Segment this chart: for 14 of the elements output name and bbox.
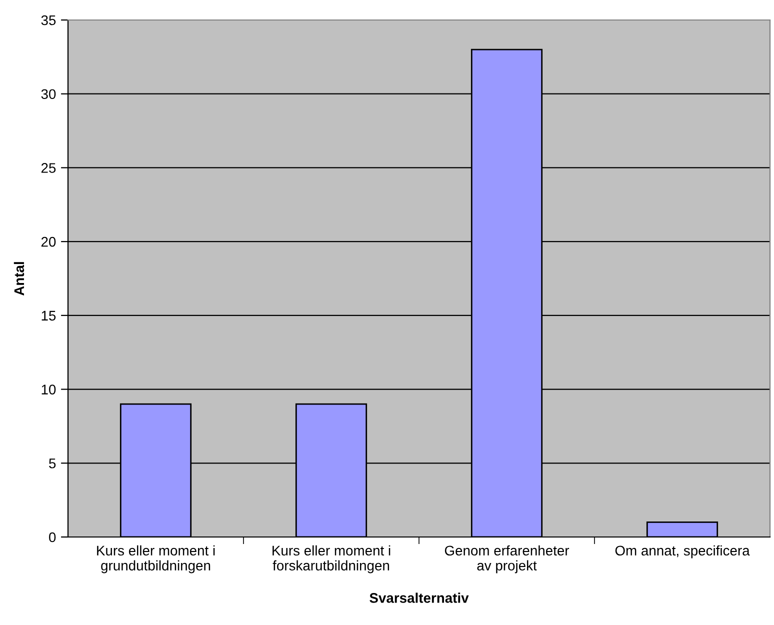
x-tick-label: Om annat, specificera <box>615 545 750 558</box>
x-tick-label: Kurs eller moment i forskarutbildningen <box>272 545 390 574</box>
y-tick-label: 15 <box>42 310 56 321</box>
y-tick-label: 0 <box>49 532 56 542</box>
y-tick-label: 30 <box>41 89 56 100</box>
y-tick-label: 35 <box>41 15 56 26</box>
y-tick-label: 5 <box>49 458 56 468</box>
x-axis-title: Svarsalternativ <box>370 592 469 603</box>
x-tick-label: Genom erfarenheter av projekt <box>444 545 570 574</box>
y-tick-label: 25 <box>41 163 56 173</box>
y-tick-label: 10 <box>42 384 56 394</box>
x-tick-label: Kurs eller moment i grundutbildningen <box>97 545 215 574</box>
y-axis-title: Antal <box>14 262 24 296</box>
y-tick-label: 20 <box>41 236 56 247</box>
